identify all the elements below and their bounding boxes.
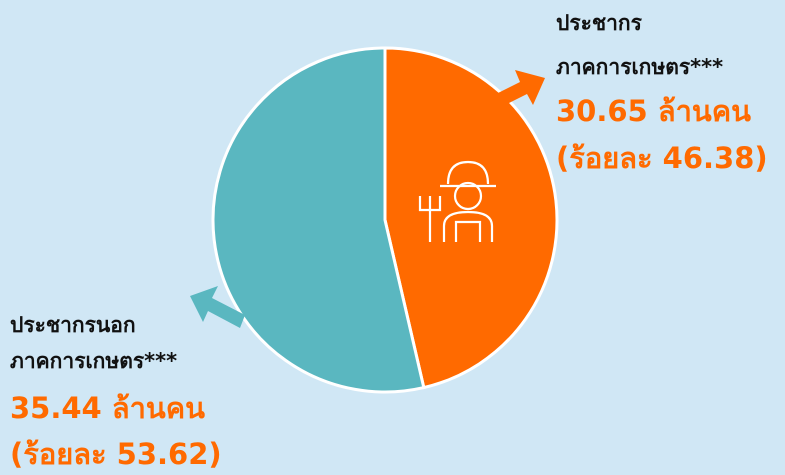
value-label: (ร้อยละ 53.62) (10, 437, 222, 471)
pie-slice (383, 46, 559, 390)
category-label: ประชากรนอก (10, 313, 136, 337)
value-label: (ร้อยละ 46.38) (556, 141, 768, 175)
population-label: 35.44 ล้านคน (10, 391, 205, 425)
category-label: ภาคการเกษตร*** (556, 55, 723, 79)
population-label: 30.65 ล้านคน (556, 94, 751, 128)
pie-slice (211, 46, 426, 394)
arrow-left (190, 286, 245, 328)
category-label: ภาคการเกษตร*** (10, 349, 177, 373)
category-label: ประชากร (556, 11, 643, 35)
farmer-icon (418, 160, 496, 242)
arrow-right (468, 70, 545, 120)
